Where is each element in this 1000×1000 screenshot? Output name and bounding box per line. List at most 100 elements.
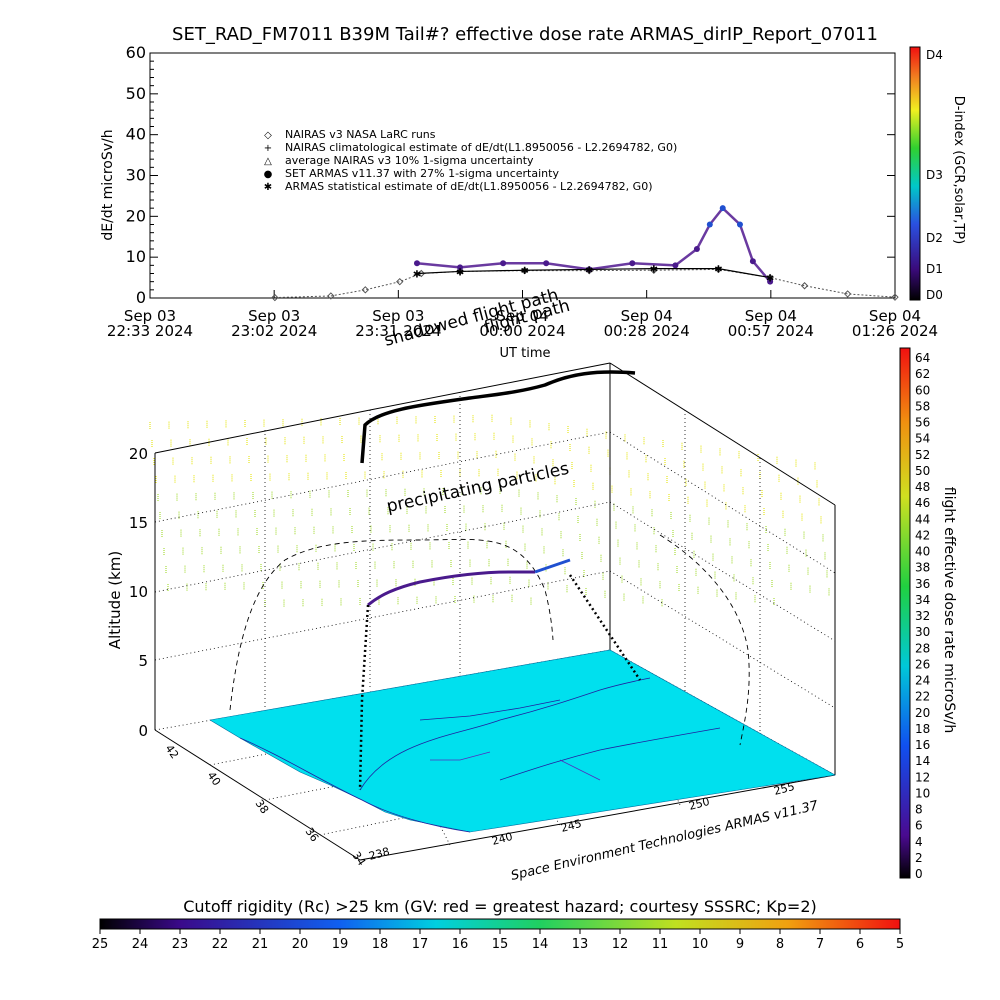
- series-point: [361, 286, 370, 294]
- series-point: [413, 260, 420, 267]
- dose-tick: 26: [915, 657, 930, 671]
- lat-tick: 36: [303, 825, 322, 844]
- series-point: [749, 258, 756, 265]
- z-tick: 0: [138, 722, 148, 740]
- top-x-tick-label: 00:00 2024: [479, 322, 565, 340]
- top-x-tick-label: Sep 03: [124, 307, 176, 325]
- dose-tick: 38: [915, 561, 930, 575]
- z-tick: 5: [138, 652, 148, 670]
- dindex-colorbar: [909, 46, 921, 301]
- rigidity-tick: 16: [452, 937, 469, 952]
- top-x-tick-label: 23:02 2024: [231, 322, 317, 340]
- dose-tick: 30: [915, 625, 930, 639]
- legend-symbol: +: [264, 143, 272, 154]
- series-line: [416, 268, 771, 279]
- series-point: [327, 292, 335, 300]
- top-x-label: UT time: [500, 346, 551, 361]
- lon-tick: 250: [687, 795, 711, 813]
- series-point: [706, 221, 713, 228]
- dose-tick: 32: [915, 609, 930, 623]
- rigidity-tick: 12: [612, 937, 629, 952]
- dose-tick: 4: [915, 835, 923, 849]
- legend-label: NAIRAS climatological estimate of dE/dt(…: [285, 141, 677, 154]
- bottom-3d-chart: 20 15 10 5 0 Altitude (km) 42 40 38 36 3…: [106, 285, 957, 884]
- series-point: [456, 267, 464, 276]
- dose-tick: 44: [915, 512, 930, 526]
- dose-tick: 60: [915, 383, 930, 397]
- series-point: ✱: [520, 266, 528, 277]
- rigidity-tick: 5: [896, 937, 904, 952]
- series-point: [719, 205, 726, 212]
- lon-tick: 245: [559, 817, 583, 835]
- dose-tick: 50: [915, 464, 930, 478]
- top-series: ✱ ✱ ✱ ✱ ✱ ✱ ✱: [271, 205, 899, 302]
- z-tick: 10: [129, 583, 148, 601]
- dose-tick: 48: [915, 480, 930, 494]
- 3d-box-frame: [154, 362, 836, 861]
- top-y-label: dE/dt microSv/h: [100, 129, 116, 240]
- top-y-tick-label: 30: [126, 166, 146, 185]
- series-point: [672, 262, 679, 269]
- series-point: [650, 266, 658, 274]
- series-point: [396, 277, 404, 286]
- figure-title: SET_RAD_FM7011 B39M Tail#? effective dos…: [172, 24, 878, 45]
- rigidity-tick: 18: [372, 937, 389, 952]
- series-point: ✱: [650, 265, 658, 276]
- dose-tick: 46: [915, 496, 930, 510]
- legend-label: ARMAS statistical estimate of dE/dt(L1.8…: [285, 180, 652, 193]
- rigidity-tick: 10: [692, 937, 709, 952]
- flight-path-low: [358, 558, 642, 791]
- top-x-tick-label: Sep 03: [372, 307, 424, 325]
- dose-tick: 54: [915, 432, 930, 446]
- top-y-tick-label: 60: [126, 43, 146, 62]
- rigidity-tick: 21: [252, 937, 269, 952]
- dindex-tick: D0: [926, 288, 943, 302]
- lat-tick: 40: [205, 769, 224, 788]
- top-y-axis: 60 50 40 30 20 10 0: [126, 43, 895, 307]
- map-details: [239, 677, 721, 833]
- series-point: ✱: [585, 265, 593, 276]
- dose-tick: 10: [915, 786, 930, 800]
- series-point: [500, 260, 507, 267]
- dose-tick: 28: [915, 641, 930, 655]
- dose-tick: 34: [915, 593, 930, 607]
- rigidity-tick: 22: [212, 937, 229, 952]
- dindex-tick: D2: [926, 231, 943, 245]
- altitude-label: Altitude (km): [106, 551, 124, 649]
- rigidity-label: Cutoff rigidity (Rc) >25 km (GV: red = g…: [183, 897, 817, 916]
- series-point: ✱: [714, 265, 722, 276]
- dose-tick: 20: [915, 706, 930, 720]
- dose-tick: 42: [915, 528, 930, 542]
- top-x-tick-label: Sep 03: [248, 307, 300, 325]
- series-point: [271, 293, 279, 302]
- rigidity-tick: 7: [816, 937, 824, 952]
- series-point: [457, 264, 464, 271]
- lon-tick: 238: [367, 845, 391, 863]
- series-point: [767, 278, 774, 285]
- top-y-tick-label: 0: [136, 288, 146, 307]
- series-point: ✱: [456, 267, 464, 278]
- series-point: ✱: [766, 274, 774, 285]
- dose-tick: 0: [915, 867, 923, 881]
- dose-tick: 64: [915, 351, 930, 365]
- dose-tick: 12: [915, 770, 930, 784]
- series-point: [543, 260, 550, 267]
- rigidity-tick: 11: [652, 937, 669, 952]
- dose-tick: 58: [915, 399, 930, 413]
- z-tick: 20: [129, 445, 148, 463]
- dose-tick: 24: [915, 674, 930, 688]
- lon-tick: 255: [772, 780, 796, 798]
- series-line: [274, 268, 896, 299]
- lat-axis: 42 40 38 36 34: [163, 742, 369, 868]
- top-legend: ◇ NAIRAS v3 NASA LaRC runs + NAIRAS climato…: [264, 128, 678, 193]
- top-x-tick-label: Sep 04: [869, 307, 921, 325]
- lon-axis: 238 240 245 250 255: [367, 780, 796, 863]
- rigidity-tick: 17: [412, 937, 429, 952]
- dose-tick: 62: [915, 367, 930, 381]
- dose-tick: 16: [915, 738, 930, 752]
- rigidity-tick: 8: [776, 937, 784, 952]
- rigidity-tick: 9: [736, 937, 744, 952]
- top-y-tick-label: 10: [126, 247, 146, 266]
- rigidity-tick: 15: [492, 937, 509, 952]
